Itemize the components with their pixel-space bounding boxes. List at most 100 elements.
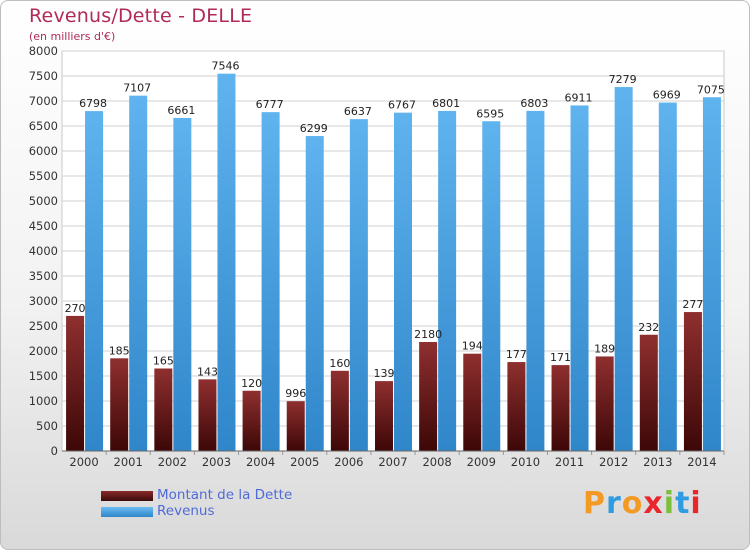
bar-dette [639,334,658,451]
data-label-revenus: 6299 [300,122,328,135]
y-tick-label: 3000 [29,294,58,308]
bar-revenus [394,112,412,452]
y-tick-label: 4000 [29,244,58,258]
bar-revenus [702,97,721,451]
data-label-dette: 171 [550,351,571,364]
y-tick-label: 3500 [29,269,58,283]
y-tick-label: 1000 [29,394,58,408]
x-tick-label: 2006 [334,455,363,469]
bar-dette [683,312,702,451]
x-tick-label: 2004 [246,455,275,469]
bar-revenus [614,87,633,452]
y-tick-label: 7000 [29,94,58,108]
bar-dette [242,390,261,451]
y-tick-label: 500 [36,419,58,433]
bar-revenus [526,110,545,451]
bar-revenus [261,112,280,452]
data-label-revenus: 6637 [344,105,372,118]
bar-revenus [658,102,677,452]
data-label-revenus: 6595 [476,107,504,120]
logo-letter: o [621,486,644,521]
y-tick-label: 1500 [29,369,58,383]
y-tick-label: 4500 [29,219,58,233]
data-label-dette: 996 [285,387,306,400]
data-label-dette: 143 [197,365,218,378]
x-tick-label: 2002 [158,455,187,469]
x-tick-label: 2010 [511,455,540,469]
bar-dette [330,370,349,451]
bar-dette [66,315,85,451]
y-tick-label: 7500 [29,69,58,83]
x-tick-label: 2007 [378,455,407,469]
bar-dette [198,379,217,451]
logo-letter: x [643,486,664,521]
data-label-revenus: 6911 [565,91,593,104]
logo-letter: t [675,486,691,521]
data-label-dette: 189 [594,342,615,355]
logo-letter: r [606,486,622,521]
legend-label-dette: Montant de la Dette [157,487,293,503]
bar-revenus [85,111,104,451]
data-label-revenus: 7546 [211,60,239,73]
data-label-revenus: 6803 [520,97,548,110]
x-tick-label: 2003 [202,455,231,469]
bar-dette [286,401,305,451]
data-label-revenus: 6969 [653,89,681,102]
data-label-revenus: 6798 [79,97,107,110]
data-label-dette: 120 [241,377,262,390]
y-tick-label: 6500 [29,119,58,133]
bar-dette [154,368,173,451]
x-tick-label: 2013 [643,455,672,469]
data-label-dette: 177 [506,348,527,361]
x-tick-label: 2014 [687,455,716,469]
chart-title: Revenus/Dette - DELLE [29,5,253,27]
data-label-revenus: 6767 [388,99,416,112]
data-label-dette: 194 [462,340,483,353]
bar-dette [110,358,129,451]
data-label-dette: 139 [374,367,395,380]
y-tick-label: 2500 [29,319,58,333]
data-label-revenus: 6777 [256,98,284,111]
bar-dette [375,381,393,451]
data-label-revenus: 7107 [123,82,151,95]
logo-letter: P [583,486,606,521]
data-label-revenus: 6661 [167,104,195,117]
data-label-dette: 270 [65,302,86,315]
x-tick-label: 2012 [599,455,628,469]
data-label-dette: 2180 [414,328,442,341]
bar-revenus [349,119,368,452]
data-label-revenus: 6801 [432,97,460,110]
data-label-revenus: 7279 [609,73,637,86]
legend-swatch-revenus [101,507,153,517]
bar-dette [551,365,570,451]
bar-revenus [570,105,589,451]
chart-subtitle: (en milliers d'€) [29,30,116,43]
x-tick-label: 2011 [555,455,584,469]
x-tick-label: 2001 [114,455,143,469]
x-tick-label: 2000 [69,455,98,469]
y-tick-label: 5500 [29,169,58,183]
x-tick-label: 2009 [467,455,496,469]
x-tick-label: 2008 [422,455,451,469]
legend-label-revenus: Revenus [157,503,215,519]
bar-revenus [482,121,501,451]
data-label-dette: 232 [638,321,659,334]
y-tick-label: 6000 [29,144,58,158]
bar-revenus [129,95,148,452]
data-label-revenus: 7075 [697,83,725,96]
legend-swatch-dette [101,491,153,501]
bar-revenus [438,110,457,451]
x-tick-label: 2005 [290,455,319,469]
y-tick-label: 8000 [29,44,58,58]
logo-letter: i [663,486,676,521]
proxiti-logo: Proxiti [583,486,702,521]
data-label-dette: 277 [682,298,703,311]
bar-dette [507,362,526,451]
bar-dette [419,342,438,451]
data-label-dette: 185 [109,344,130,357]
bar-revenus [173,117,192,451]
data-label-dette: 160 [329,357,350,370]
bar-dette [595,356,614,451]
